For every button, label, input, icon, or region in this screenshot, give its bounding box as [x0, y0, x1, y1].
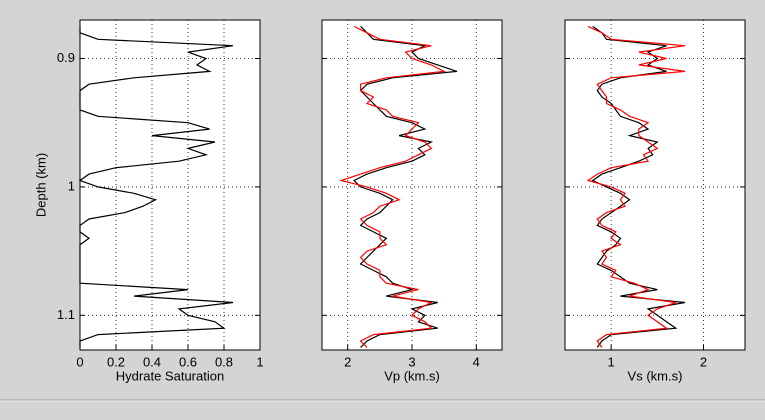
x-tick-label: 1 — [608, 354, 615, 369]
log-curve — [586, 25, 686, 348]
y-tick-label: 1.1 — [57, 307, 75, 322]
plot-frame — [321, 19, 503, 351]
log-curve — [353, 25, 458, 348]
x-axis-label: Vp (km.s) — [384, 368, 440, 383]
x-tick-label: 4 — [473, 354, 480, 369]
plot-area — [565, 20, 745, 350]
log-curve — [591, 25, 686, 348]
plot-frame — [79, 19, 261, 351]
plot-area — [80, 20, 260, 350]
y-tick-label: 1 — [68, 178, 75, 193]
x-tick-label: 1 — [256, 354, 263, 369]
x-tick-label: 0.2 — [107, 354, 125, 369]
plot-frame — [564, 19, 746, 351]
x-tick-label: 0.4 — [143, 354, 161, 369]
x-tick-label: 0.8 — [215, 354, 233, 369]
y-axis-label: Depth (km) — [33, 153, 48, 217]
x-tick-label: 0.6 — [179, 354, 197, 369]
x-tick-label: 2 — [700, 354, 707, 369]
x-tick-label: 3 — [408, 354, 415, 369]
x-tick-label: 2 — [344, 354, 351, 369]
x-tick-label: 0 — [76, 354, 83, 369]
x-axis-label: Hydrate Saturation — [116, 368, 224, 383]
log-curve — [78, 26, 234, 348]
log-curve — [339, 25, 447, 348]
y-tick-label: 0.9 — [57, 50, 75, 65]
x-axis-label: Vs (km.s) — [628, 368, 683, 383]
